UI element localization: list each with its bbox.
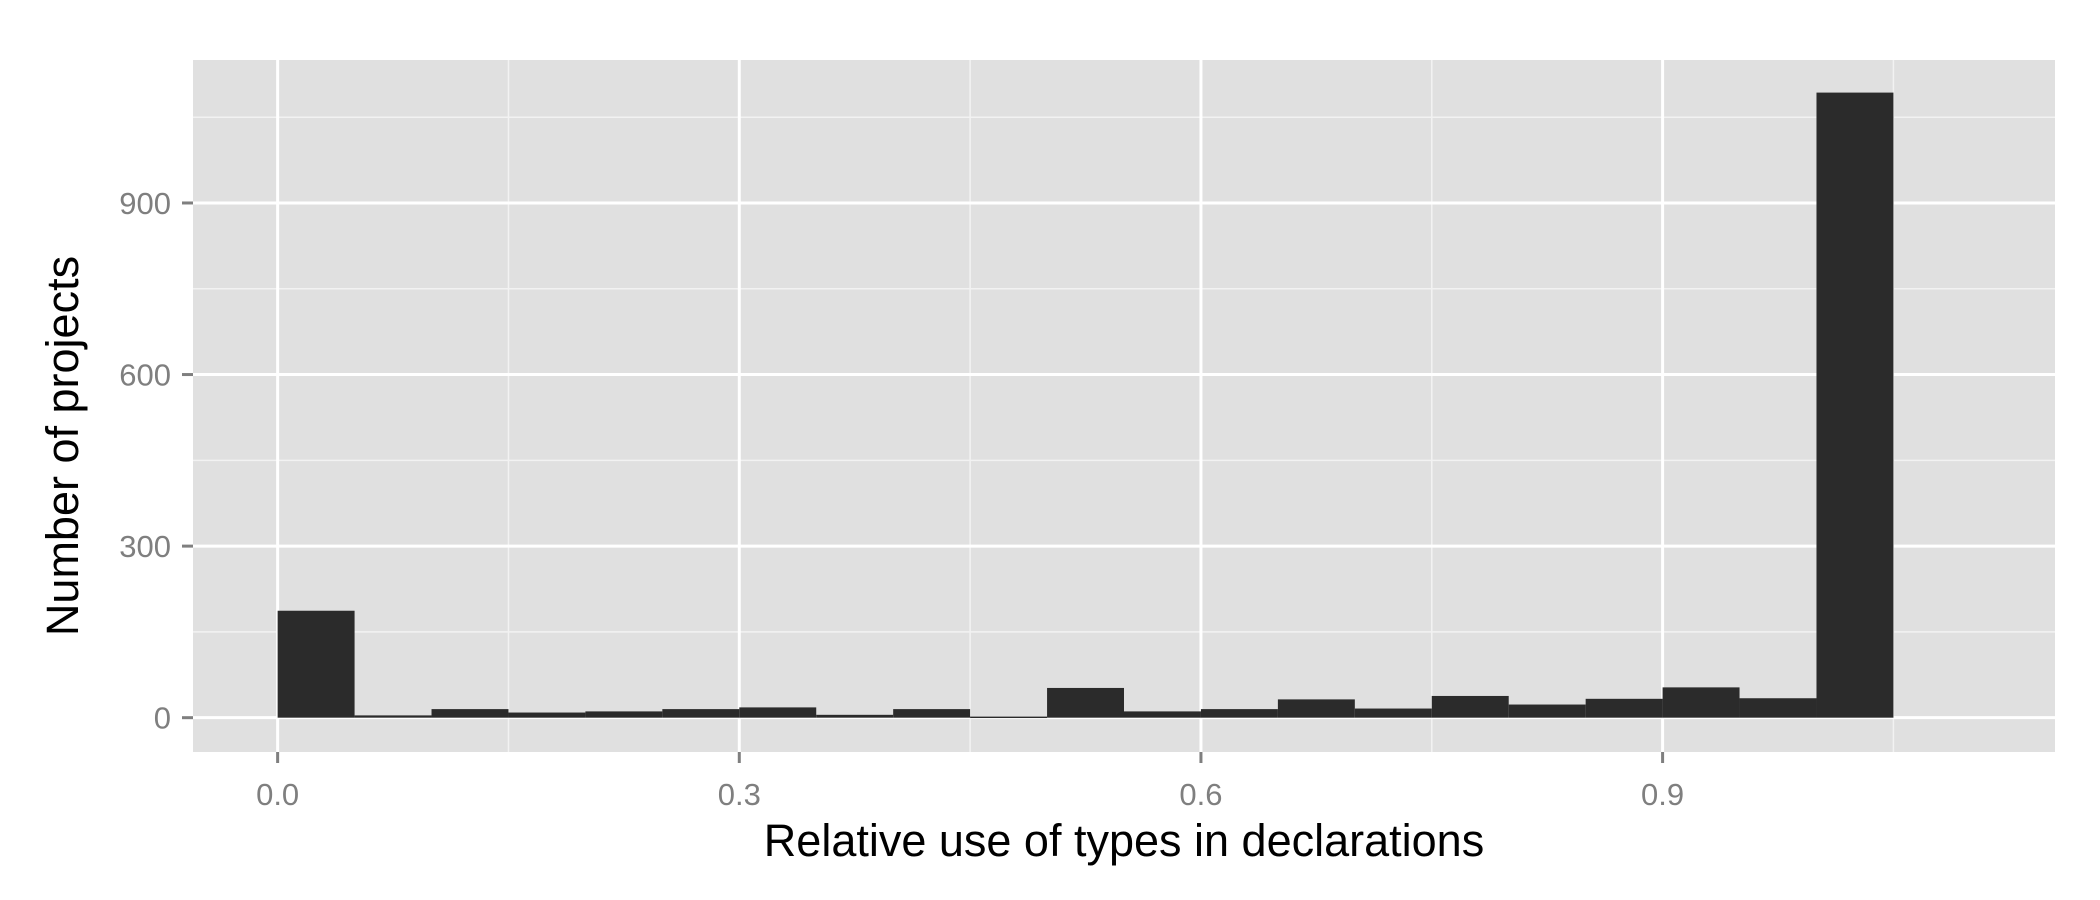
histogram-bar (1662, 687, 1740, 718)
histogram-bar (1816, 92, 1894, 718)
histogram-bar (1585, 698, 1663, 718)
x-axis-ticks: 0.0 0.3 0.6 0.9 (256, 752, 1684, 812)
histogram-bar (893, 709, 971, 718)
histogram-bar (1508, 704, 1586, 718)
histogram-bar (1739, 698, 1817, 718)
histogram-bar (739, 707, 817, 718)
x-tick-label: 0.9 (1641, 777, 1684, 812)
histogram-bar (1047, 687, 1124, 718)
histogram-bar (1124, 711, 1201, 718)
histogram-bar (970, 716, 1048, 719)
x-tick-label: 0.6 (1179, 777, 1222, 812)
histogram-bar (662, 709, 740, 718)
plot-panel (193, 60, 2055, 752)
histogram-bar (1277, 699, 1355, 718)
y-tick-label: 300 (119, 529, 171, 564)
histogram-bar (508, 712, 586, 718)
y-tick-label: 0 (154, 701, 171, 736)
y-axis-title: Number of projects (37, 256, 88, 636)
histogram-bar (1431, 695, 1509, 718)
histogram-bar (1200, 709, 1278, 718)
y-axis-ticks: 0 300 600 900 (119, 186, 193, 736)
histogram-bars (277, 92, 1894, 719)
y-tick-label: 900 (119, 186, 171, 221)
x-tick-label: 0.0 (256, 777, 299, 812)
histogram-bar (1354, 708, 1432, 718)
y-tick-label: 600 (119, 358, 171, 393)
minor-gridlines (193, 60, 2055, 752)
histogram-bar (431, 709, 509, 718)
x-axis-title: Relative use of types in declarations (764, 815, 1484, 866)
x-tick-label: 0.3 (718, 777, 761, 812)
histogram-bar (277, 610, 355, 718)
histogram-bar (354, 715, 432, 718)
histogram-bar (816, 714, 894, 718)
histogram-bar (585, 711, 663, 718)
